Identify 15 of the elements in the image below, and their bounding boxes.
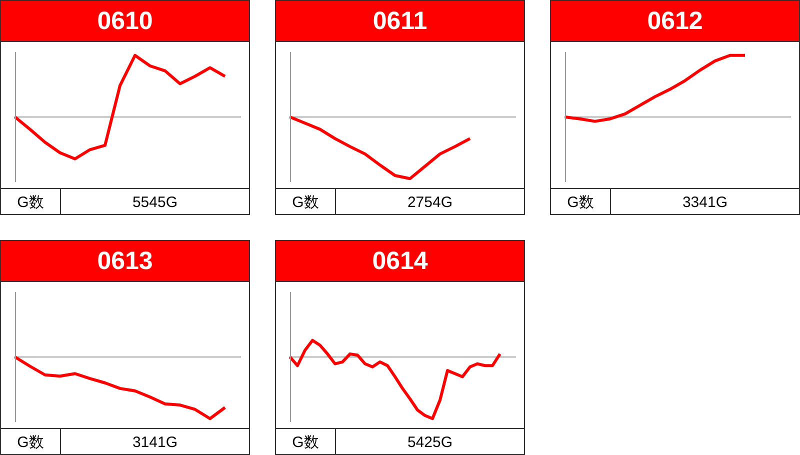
chart-title: 0610 <box>1 1 249 42</box>
chart-title: 0612 <box>551 1 799 42</box>
chart-title: 0613 <box>1 241 249 282</box>
text: 3341G <box>681 192 729 212</box>
text: 3141G <box>131 432 179 452</box>
text: G数 <box>551 189 611 215</box>
text: G数 <box>1 189 61 215</box>
chart-title: 0611 <box>276 1 524 42</box>
chart-title: 0614 <box>276 241 524 282</box>
text: G数 <box>276 189 336 215</box>
text: 5545G <box>131 192 179 212</box>
text: G数 <box>1 429 61 455</box>
text: G数 <box>276 429 336 455</box>
text: 2754G <box>406 192 454 212</box>
text: 5425G <box>406 432 454 452</box>
